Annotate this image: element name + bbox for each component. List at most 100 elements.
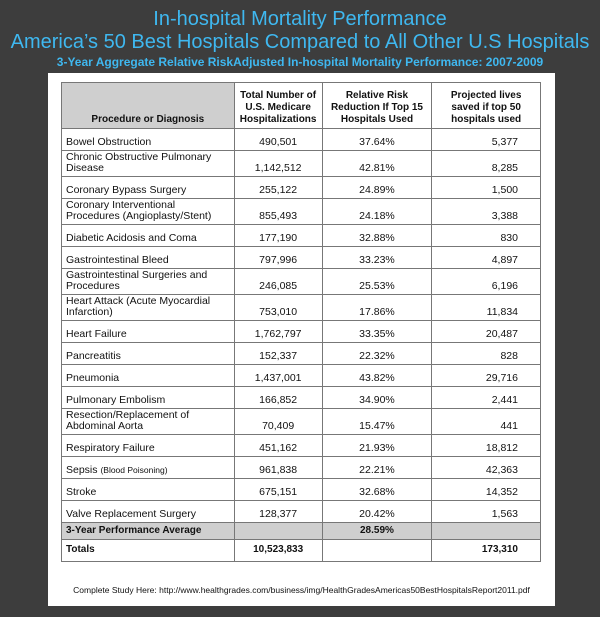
total-hospitalizations-cell: 177,190 [233,224,323,247]
table-row: Coronary Interventional Procedures (Angi… [61,198,541,225]
procedure-cell: Pancreatitis [61,342,235,365]
table-row: Stroke 675,151 32.68% 14,352 [61,478,541,501]
totals-total: 10,523,833 [233,539,323,562]
totals-label: Totals [61,539,235,562]
procedure-name: Respiratory Failure [66,442,155,454]
risk-reduction-cell: 33.35% [321,320,433,343]
procedure-cell: Pulmonary Embolism [61,386,235,409]
total-hospitalizations-cell: 797,996 [233,246,323,269]
column-header-total: Total Number of U.S. Medicare Hospitaliz… [233,82,323,129]
lives-saved-cell: 20,487 [431,320,541,343]
total-hospitalizations-cell: 451,162 [233,434,323,457]
procedure-cell: Heart Failure [61,320,235,343]
lives-saved-cell: 830 [431,224,541,247]
lives-saved-cell: 18,812 [431,434,541,457]
totals-row: Totals 10,523,833 173,310 [61,539,541,562]
table-header-row: Procedure or Diagnosis Total Number of U… [61,82,541,129]
average-blank-2 [431,522,541,540]
totals-blank [321,539,433,562]
column-header-risk-reduction: Relative Risk Reduction If Top 15 Hospit… [321,82,433,129]
footer-link-text: Complete Study Here: http://www.healthgr… [73,585,530,595]
lives-saved-cell: 29,716 [431,364,541,387]
table-row: Pulmonary Embolism 166,852 34.90% 2,441 [61,386,541,409]
procedure-name: Bowel Obstruction [66,136,152,148]
procedure-name: Stroke [66,486,97,498]
risk-reduction-cell: 22.32% [321,342,433,365]
procedure-cell: Heart Attack (Acute Myocardial Infarctio… [61,294,235,321]
procedure-name: Coronary Bypass Surgery [66,184,187,196]
lives-saved-cell: 5,377 [431,128,541,151]
totals-lives: 173,310 [431,539,541,562]
lives-saved-cell: 6,196 [431,268,541,295]
table-row: Diabetic Acidosis and Coma 177,190 32.88% 8… [61,224,541,247]
procedure-cell: Resection/Replacement of Abdominal Aorta [61,408,235,435]
risk-reduction-cell: 37.64% [321,128,433,151]
total-hospitalizations-cell: 855,493 [233,198,323,225]
risk-reduction-cell: 34.90% [321,386,433,409]
average-rrr: 28.59% [321,522,433,540]
procedure-note: (Blood Poisoning) [100,465,168,475]
procedure-cell: Gastrointestinal Bleed [61,246,235,269]
risk-reduction-cell: 42.81% [321,150,433,177]
table-row: Pancreatitis 152,337 22.32% 828 [61,342,541,365]
lives-saved-cell: 4,897 [431,246,541,269]
lives-saved-cell: 11,834 [431,294,541,321]
average-row: 3-Year Performance Average 28.59% [61,522,541,540]
total-hospitalizations-cell: 128,377 [233,500,323,523]
lives-saved-cell: 1,500 [431,176,541,199]
procedure-cell: Coronary Bypass Surgery [61,176,235,199]
lives-saved-cell: 42,363 [431,456,541,479]
lives-saved-cell: 1,563 [431,500,541,523]
average-blank [233,522,323,540]
total-hospitalizations-cell: 1,142,512 [233,150,323,177]
risk-reduction-cell: 25.53% [321,268,433,295]
risk-reduction-cell: 33.23% [321,246,433,269]
procedure-name: Pulmonary Embolism [66,394,166,406]
total-hospitalizations-cell: 490,501 [233,128,323,151]
table-row: Heart Failure 1,762,797 33.35% 20,487 [61,320,541,343]
risk-reduction-cell: 43.82% [321,364,433,387]
average-label: 3-Year Performance Average [61,522,235,540]
total-hospitalizations-cell: 675,151 [233,478,323,501]
procedure-cell: Stroke [61,478,235,501]
procedure-name: Chronic Obstructive Pulmonary Disease [66,151,212,174]
procedure-name: Heart Attack (Acute Myocardial Infarctio… [66,295,211,318]
lives-saved-cell: 8,285 [431,150,541,177]
risk-reduction-cell: 15.47% [321,408,433,435]
page-title-line-2: America’s 50 Best Hospitals Compared to … [10,31,590,53]
procedure-name: Coronary Interventional Procedures (Angi… [66,199,212,222]
risk-reduction-cell: 32.68% [321,478,433,501]
procedure-cell: Valve Replacement Surgery [61,500,235,523]
table-row: Pneumonia 1,437,001 43.82% 29,716 [61,364,541,387]
table-row: Bowel Obstruction 490,501 37.64% 5,377 [61,128,541,151]
lives-saved-cell: 441 [431,408,541,435]
total-hospitalizations-cell: 152,337 [233,342,323,365]
procedure-name: Resection/Replacement of Abdominal Aorta [66,409,190,432]
lives-saved-cell: 14,352 [431,478,541,501]
table-row: Respiratory Failure 451,162 21.93% 18,812 [61,434,541,457]
table-row: Coronary Bypass Surgery 255,122 24.89% 1,50… [61,176,541,199]
total-hospitalizations-cell: 961,838 [233,456,323,479]
lives-saved-cell: 828 [431,342,541,365]
procedure-cell: Sepsis (Blood Poisoning) [61,456,235,479]
table-row: Gastrointestinal Bleed 797,996 33.23% 4,897 [61,246,541,269]
total-hospitalizations-cell: 1,762,797 [233,320,323,343]
total-hospitalizations-cell: 255,122 [233,176,323,199]
page-title-line-1: In-hospital Mortality Performance [153,8,447,30]
column-header-procedure: Procedure or Diagnosis [61,82,235,129]
table-row: Chronic Obstructive Pulmonary Disease 1,1… [61,150,541,177]
procedure-cell: Diabetic Acidosis and Coma [61,224,235,247]
procedure-name: Sepsis [66,464,98,476]
procedure-name: Diabetic Acidosis and Coma [66,232,197,244]
column-header-lives-saved: Projected lives saved if top 50 hospital… [431,82,541,129]
table-row: Heart Attack (Acute Myocardial Infarctio… [61,294,541,321]
procedure-name: Pancreatitis [66,350,121,362]
risk-reduction-cell: 22.21% [321,456,433,479]
total-hospitalizations-cell: 246,085 [233,268,323,295]
procedure-cell: Gastrointestinal Surgeries and Procedure… [61,268,235,295]
procedure-name: Gastrointestinal Bleed [66,254,169,266]
total-hospitalizations-cell: 166,852 [233,386,323,409]
page-subtitle: 3-Year Aggregate Relative RiskAdjusted I… [56,55,544,69]
total-hospitalizations-cell: 70,409 [233,408,323,435]
total-hospitalizations-cell: 753,010 [233,294,323,321]
